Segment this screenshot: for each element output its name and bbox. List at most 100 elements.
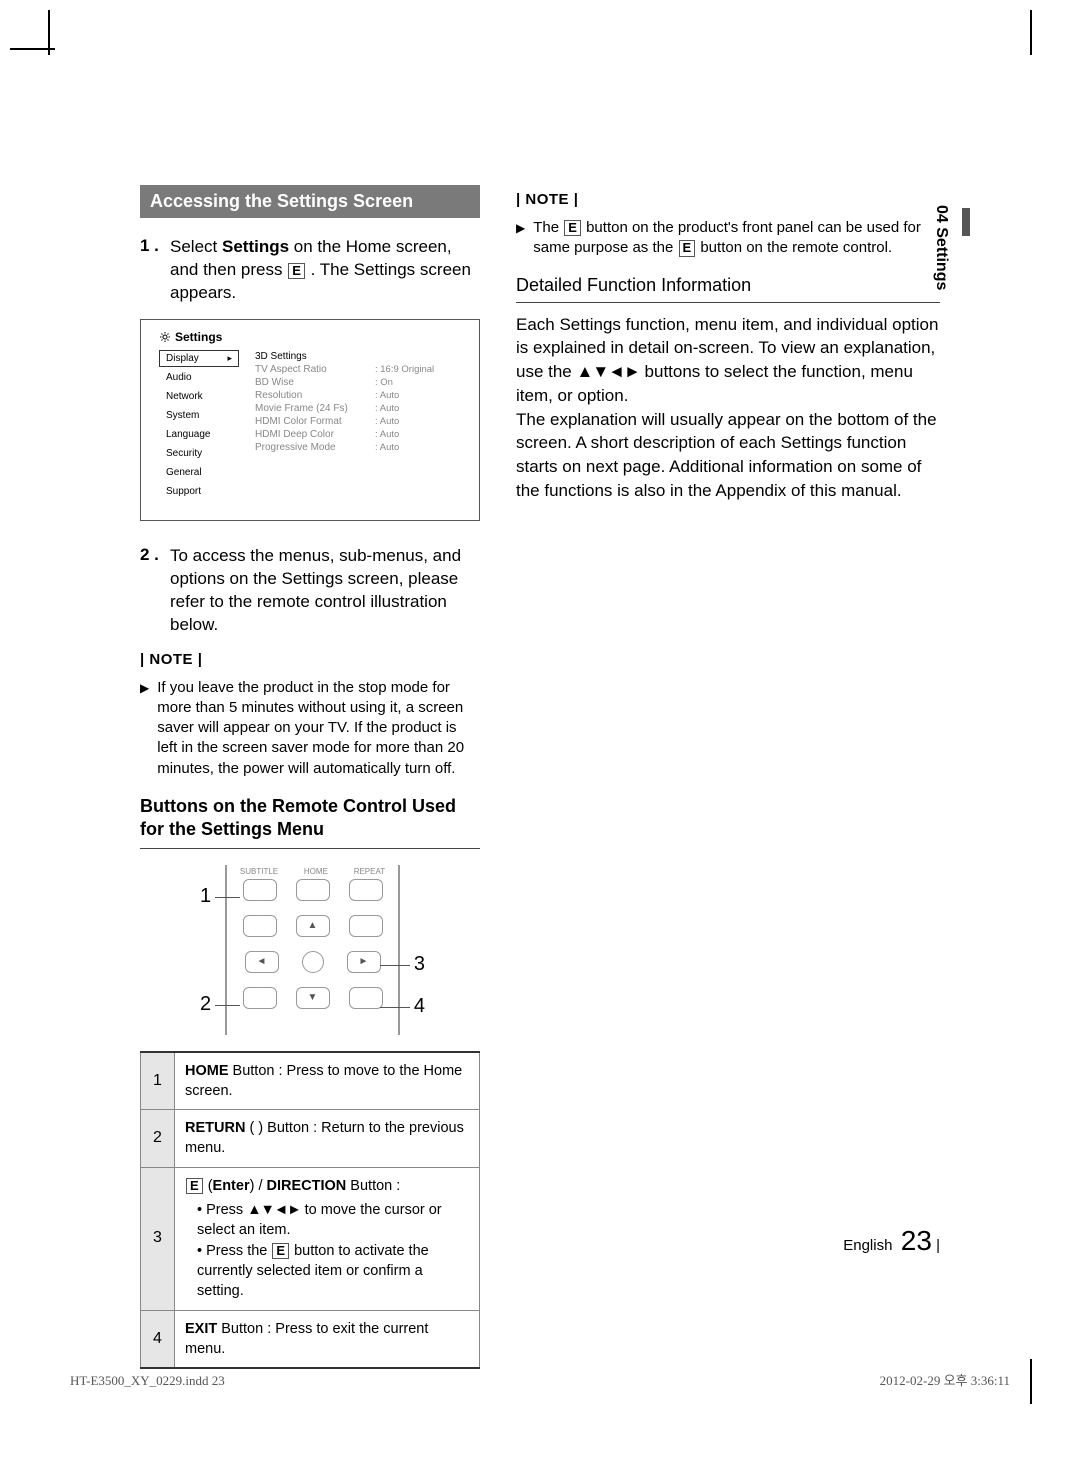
left-column: Accessing the Settings Screen 1 . Select…	[140, 185, 480, 1369]
t: TV Aspect Ratio	[239, 364, 375, 375]
step-number: 2 .	[140, 545, 170, 637]
callout-3: 3	[414, 953, 425, 976]
t: Press the	[206, 1243, 271, 1259]
step-text: To access the menus, sub-menus, and opti…	[170, 545, 480, 637]
note-item: ▶ The E button on the product's front pa…	[516, 218, 940, 259]
crop-mark	[10, 48, 55, 50]
chevron-right-icon: ▸	[227, 353, 232, 364]
side-tab: 04 Settings	[932, 205, 950, 290]
enter-key-icon: E	[272, 1243, 289, 1259]
remote-button	[349, 987, 383, 1009]
t: EXIT	[185, 1321, 217, 1337]
menu-item: Network	[159, 388, 239, 405]
remote-row: ▲	[227, 915, 398, 937]
bullet-icon: ▶	[516, 218, 525, 259]
setting-row: BD Wise: On	[239, 376, 471, 389]
right-arrow-button: ►	[347, 951, 381, 973]
t: 3D Settings	[239, 351, 375, 362]
t: button on the remote control.	[696, 239, 892, 256]
row-num: 3	[141, 1167, 175, 1310]
table-row: 1 HOME Button : Press to move to the Hom…	[141, 1052, 480, 1110]
row-desc: HOME Button : Press to move to the Home …	[175, 1052, 480, 1110]
enter-key-icon: E	[186, 1178, 203, 1194]
t: ) /	[250, 1178, 267, 1194]
setting-row: TV Aspect Ratio: 16:9 Original	[239, 363, 471, 376]
remote-button	[243, 915, 277, 937]
settings-title-row: Settings	[159, 330, 471, 344]
t: HDMI Deep Color	[239, 429, 375, 440]
setting-row: 3D Settings	[239, 350, 471, 363]
t: BD Wise	[239, 377, 375, 388]
subsection-header: Buttons on the Remote Control Used for t…	[140, 795, 480, 849]
note-text: The E button on the product's front pane…	[533, 218, 940, 259]
crop-mark	[1030, 1359, 1032, 1404]
center-button	[302, 951, 324, 973]
left-arrow-button: ◄	[245, 951, 279, 973]
t	[375, 351, 463, 362]
t: Movie Frame (24 Fs)	[239, 403, 375, 414]
t: The	[533, 219, 563, 236]
t: : On	[375, 377, 463, 388]
t: : Auto	[375, 442, 463, 453]
setting-row: HDMI Color Format: Auto	[239, 415, 471, 428]
menu-item: System	[159, 407, 239, 424]
remote-row	[227, 879, 398, 901]
body-text: The explanation will usually appear on t…	[516, 408, 940, 503]
down-arrow-button: ▼	[296, 987, 330, 1009]
t: : 16:9 Original	[375, 364, 463, 375]
setting-row: HDMI Deep Color: Auto	[239, 428, 471, 441]
settings-values: 3D Settings TV Aspect Ratio: 16:9 Origin…	[239, 350, 471, 502]
remote-row: ▼	[227, 987, 398, 1009]
section-header: Accessing the Settings Screen	[140, 185, 480, 218]
t: Button :	[346, 1178, 400, 1194]
remote-button	[349, 879, 383, 901]
menu-item: Security	[159, 445, 239, 462]
remote-button	[349, 915, 383, 937]
remote-row: ◄ ►	[227, 951, 398, 973]
callout-2: 2	[200, 993, 211, 1016]
remote-button	[243, 879, 277, 901]
callout-line	[380, 1007, 410, 1008]
callout-1: 1	[200, 885, 211, 908]
setting-row: Progressive Mode: Auto	[239, 441, 471, 454]
settings-body: Display▸ Audio Network System Language S…	[149, 350, 471, 502]
callout-line	[215, 1005, 240, 1006]
note-item: ▶ If you leave the product in the stop m…	[140, 678, 480, 779]
row-desc: RETURN ( ) Button : Return to the previo…	[175, 1110, 480, 1168]
row-desc: EXIT Button : Press to exit the current …	[175, 1310, 480, 1368]
t: (	[204, 1178, 213, 1194]
row-num: 2	[141, 1110, 175, 1168]
t: 23	[901, 1225, 932, 1256]
row-desc: E (Enter) / DIRECTION Button : • Press ▲…	[175, 1167, 480, 1310]
step-text: Select Settings on the Home screen, and …	[170, 236, 480, 305]
enter-key-icon: E	[679, 240, 696, 256]
step-number: 1 .	[140, 236, 170, 305]
table-row: 4 EXIT Button : Press to exit the curren…	[141, 1310, 480, 1368]
page-content: Accessing the Settings Screen 1 . Select…	[140, 185, 940, 1369]
menu-item: Audio	[159, 369, 239, 386]
remote-diagram: SUBTITLE HOME REPEAT ▲ ◄ ►	[155, 865, 465, 1035]
note-header: | NOTE |	[516, 191, 940, 208]
t: : Auto	[375, 429, 463, 440]
gear-icon	[159, 331, 171, 343]
dpad-arrows-icon: ▲▼◄►	[247, 1202, 300, 1218]
enter-key-icon: E	[564, 220, 581, 236]
bullet-icon: ▶	[140, 678, 149, 779]
menu-item: Language	[159, 426, 239, 443]
callout-4: 4	[414, 995, 425, 1018]
detail-header: Detailed Function Information	[516, 275, 940, 303]
settings-screenshot: Settings Display▸ Audio Network System L…	[140, 319, 480, 521]
crop-mark	[1030, 10, 1032, 55]
setting-row: Resolution: Auto	[239, 389, 471, 402]
t: Resolution	[239, 390, 375, 401]
row-num: 4	[141, 1310, 175, 1368]
note-header: | NOTE |	[140, 651, 480, 668]
menu-item-display: Display▸	[159, 350, 239, 367]
button-table: 1 HOME Button : Press to move to the Hom…	[140, 1051, 480, 1370]
step-2: 2 . To access the menus, sub-menus, and …	[140, 545, 480, 637]
t: SUBTITLE	[240, 867, 278, 876]
remote-button	[243, 987, 277, 1009]
callout-line	[215, 897, 240, 898]
remote-top-labels: SUBTITLE HOME REPEAT	[227, 867, 398, 876]
t: : Auto	[375, 416, 463, 427]
